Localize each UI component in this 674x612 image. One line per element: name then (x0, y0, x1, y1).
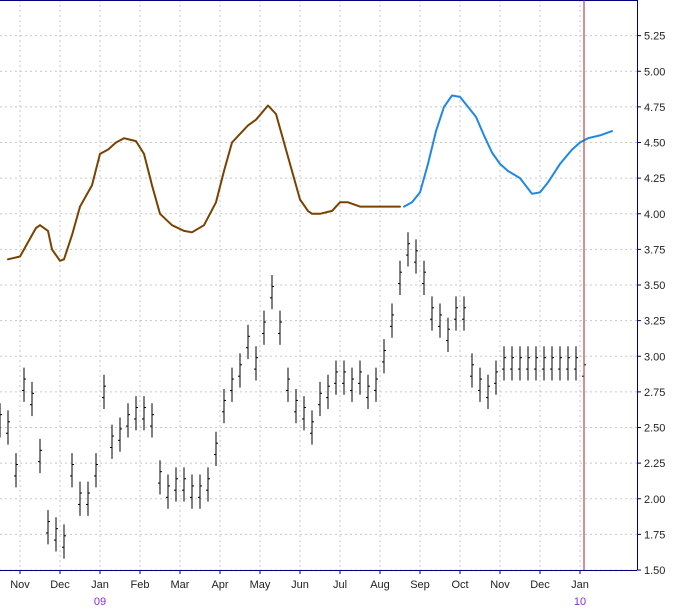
label-layer: 1.50 1.75 2.00 2.25 2.50 2.75 3.00 3.25 3.50 3.75… (10, 31, 665, 608)
year-label: 09 (94, 596, 106, 608)
x-tick-label: Feb (131, 579, 150, 591)
y-tick-label: 3.00 (644, 351, 665, 363)
y-tick-label: 4.00 (644, 209, 665, 221)
x-tick-label: Nov (490, 579, 510, 591)
y-tick-label: 1.50 (644, 565, 665, 577)
x-tick-label: Jul (333, 579, 347, 591)
x-tick-label: Mar (171, 579, 190, 591)
grid-layer (0, 0, 637, 571)
series-bars-2 (0, 232, 586, 559)
x-tick-label: Jan (571, 579, 589, 591)
x-tick-label: Jan (91, 579, 109, 591)
axis-layer (0, 0, 641, 574)
y-tick-label: 2.25 (644, 458, 665, 470)
x-tick-label: Dec (530, 579, 550, 591)
y-tick-label: 2.00 (644, 494, 665, 506)
y-tick-label: 2.75 (644, 387, 665, 399)
series-layer (0, 94, 613, 559)
x-tick-label: Dec (50, 579, 70, 591)
x-tick-label: May (250, 579, 271, 591)
y-tick-label: 1.75 (644, 529, 665, 541)
year-label: 10 (574, 596, 586, 608)
y-tick-label: 4.75 (644, 102, 665, 114)
series-line-1 (403, 94, 613, 208)
x-tick-label: Jun (291, 579, 309, 591)
y-tick-label: 2.50 (644, 423, 665, 435)
x-tick-label: Nov (10, 579, 30, 591)
y-tick-label: 4.50 (644, 138, 665, 150)
x-tick-label: Apr (211, 579, 228, 591)
y-tick-label: 5.00 (644, 66, 665, 78)
y-tick-label: 3.75 (644, 244, 665, 256)
y-tick-label: 5.25 (644, 31, 665, 43)
series-line-0 (7, 104, 401, 262)
y-tick-label: 3.50 (644, 280, 665, 292)
x-tick-label: Oct (451, 579, 468, 591)
x-tick-label: Aug (370, 579, 390, 591)
y-tick-label: 3.25 (644, 316, 665, 328)
x-tick-label: Sep (410, 579, 430, 591)
y-tick-label: 4.25 (644, 173, 665, 185)
